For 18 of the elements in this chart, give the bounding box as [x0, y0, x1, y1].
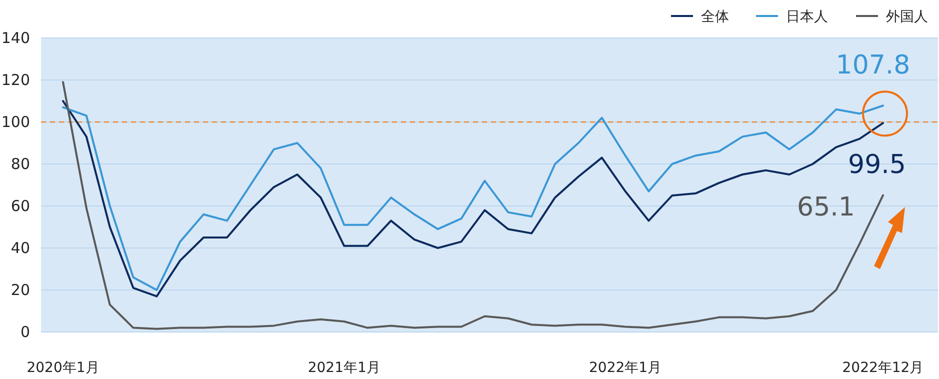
y-tick-label: 20 [10, 281, 30, 299]
y-tick-label: 120 [1, 71, 30, 89]
x-tick-label: 2022年12月 [842, 360, 924, 376]
x-tick-label: 2021年1月 [308, 360, 380, 376]
legend-label: 外国人 [886, 9, 928, 25]
data-label: 65.1 [797, 192, 855, 222]
y-tick-label: 40 [10, 239, 30, 257]
y-tick-label: 0 [20, 323, 30, 341]
legend-label: 全体 [701, 9, 729, 25]
x-tick-label: 2020年1月 [26, 360, 100, 376]
data-label: 99.5 [848, 150, 906, 180]
y-tick-label: 60 [10, 197, 30, 215]
x-tick-label: 2022年1月 [589, 360, 662, 376]
y-tick-label: 80 [10, 155, 30, 173]
y-tick-label: 100 [1, 113, 30, 131]
data-label: 107.8 [836, 50, 910, 81]
legend-label: 日本人 [786, 9, 828, 25]
y-tick-label: 140 [1, 29, 30, 47]
